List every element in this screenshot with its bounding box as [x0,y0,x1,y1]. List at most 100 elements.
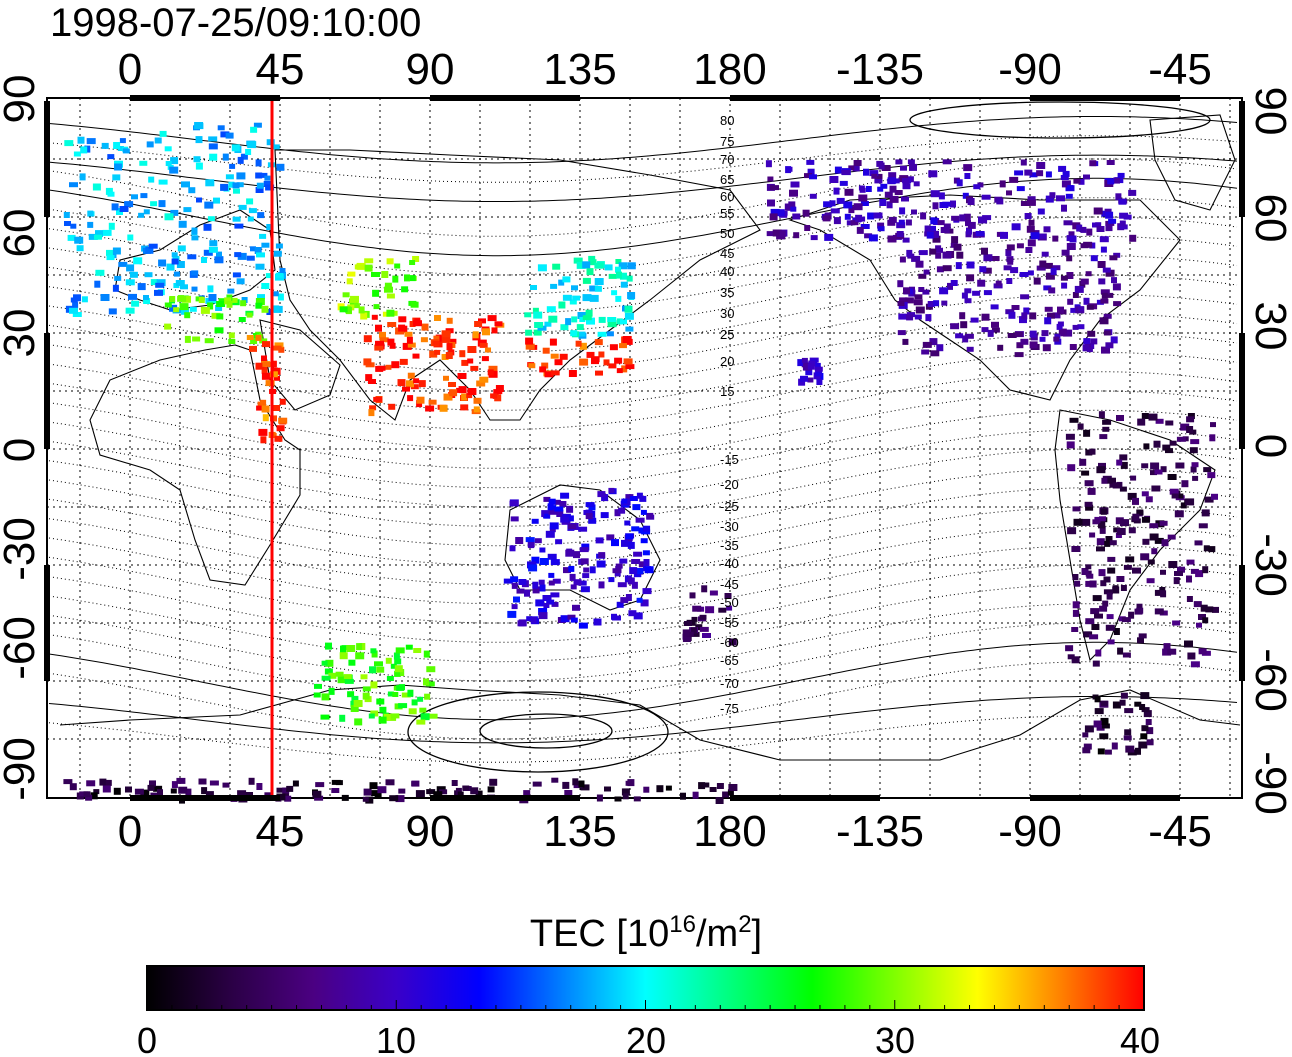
tec-cell [407,395,414,402]
magnetic-latitude-label: 35 [720,285,734,300]
tec-cell [547,553,557,560]
tec-cell [232,182,240,189]
tec-cell [640,509,647,515]
tec-cell [344,678,354,684]
tec-cell [313,692,321,698]
tec-cell [913,181,920,187]
tec-cell [616,318,623,325]
colorbar-tick-label: 10 [376,1020,416,1057]
tec-cell [625,780,633,786]
tec-cell [407,689,414,697]
tec-cell [1132,567,1141,574]
tec-cell [146,141,154,148]
tec-cell [1006,244,1015,251]
tec-cell [414,318,421,325]
tec-cell [1062,170,1070,177]
tec-cell [1119,212,1129,219]
frame-tick-bar [44,101,50,217]
tec-cell [1120,692,1128,699]
tec-cell [578,526,588,532]
tec-cell [583,510,593,515]
tec-cell [841,169,851,175]
tec-cell [639,495,647,502]
tec-cell [621,498,628,504]
tec-cell [691,616,698,622]
tec-cell [767,176,774,182]
tec-cell [1137,418,1146,426]
tec-cell [899,207,906,215]
tec-cell [411,780,420,787]
tec-cell [398,788,406,794]
tec-cell [938,192,945,200]
tec-cell [569,299,577,305]
tec-cell [533,311,543,319]
tec-cell [118,261,128,267]
tec-cell [1109,255,1118,261]
tec-cell [140,789,150,797]
tec-cell [119,206,129,212]
tec-cell [532,307,539,314]
tec-cell [1100,289,1110,295]
tec-cell [1086,347,1093,353]
tec-cell [247,141,257,149]
tec-cell [387,322,397,327]
tec-cell [1190,568,1199,574]
tec-cell [642,550,650,556]
tec-cell [929,338,938,346]
tec-cell [401,286,409,293]
tec-cell [407,372,415,379]
tec-cell [1112,701,1121,709]
tec-cell [596,560,606,568]
tec-cell [191,286,198,292]
tec-cell [603,359,610,366]
tec-cell [112,247,121,255]
tec-cell [1014,331,1023,337]
magnetic-latitude-contour [48,467,1238,547]
tec-cell [1121,617,1131,623]
tec-cell [933,300,940,307]
tec-cell [253,122,262,128]
tec-cell [460,404,469,411]
tec-cell [598,316,606,323]
tec-cell [86,138,96,145]
tec-cell [1070,307,1079,313]
tec-cell [156,279,166,287]
tec-cell [362,796,369,802]
tec-cell [399,358,408,365]
tec-cell [1066,441,1075,449]
tec-cell [570,617,578,623]
tec-cell [105,779,112,786]
tec-cell [875,173,883,179]
tec-cell [479,342,488,348]
tec-cell [314,795,324,801]
tec-cell [273,250,282,257]
tec-cell [1129,234,1137,242]
tec-cell [1107,567,1116,574]
tec-cell [578,780,585,788]
tec-cell [1103,330,1111,336]
tec-cell [105,187,113,195]
tec-cell [389,795,399,802]
tec-cell [507,610,517,618]
tec-cell [718,607,727,613]
tec-cell [1057,306,1064,314]
tec-cell [397,379,406,387]
tec-cell [1105,342,1114,349]
tec-cell [191,270,199,276]
tec-cell [1083,338,1091,345]
tec-cell [1093,207,1103,215]
tec-cell [964,173,971,179]
tec-cell [1029,172,1038,178]
tec-cell [106,249,113,256]
tec-cell [1099,526,1106,534]
tec-cell [457,791,464,798]
tec-cell [451,780,458,786]
tec-cell [413,648,422,653]
tec-cell [1078,178,1085,185]
top-lon-tick-labels: 0 45 90 135 180 -135 -90 -45 [118,45,1212,94]
tec-cell [614,570,621,577]
magnetic-latitude-label: -60 [720,635,739,650]
tec-cell [636,492,643,499]
tec-cell [265,380,275,387]
tec-cell [539,558,549,565]
